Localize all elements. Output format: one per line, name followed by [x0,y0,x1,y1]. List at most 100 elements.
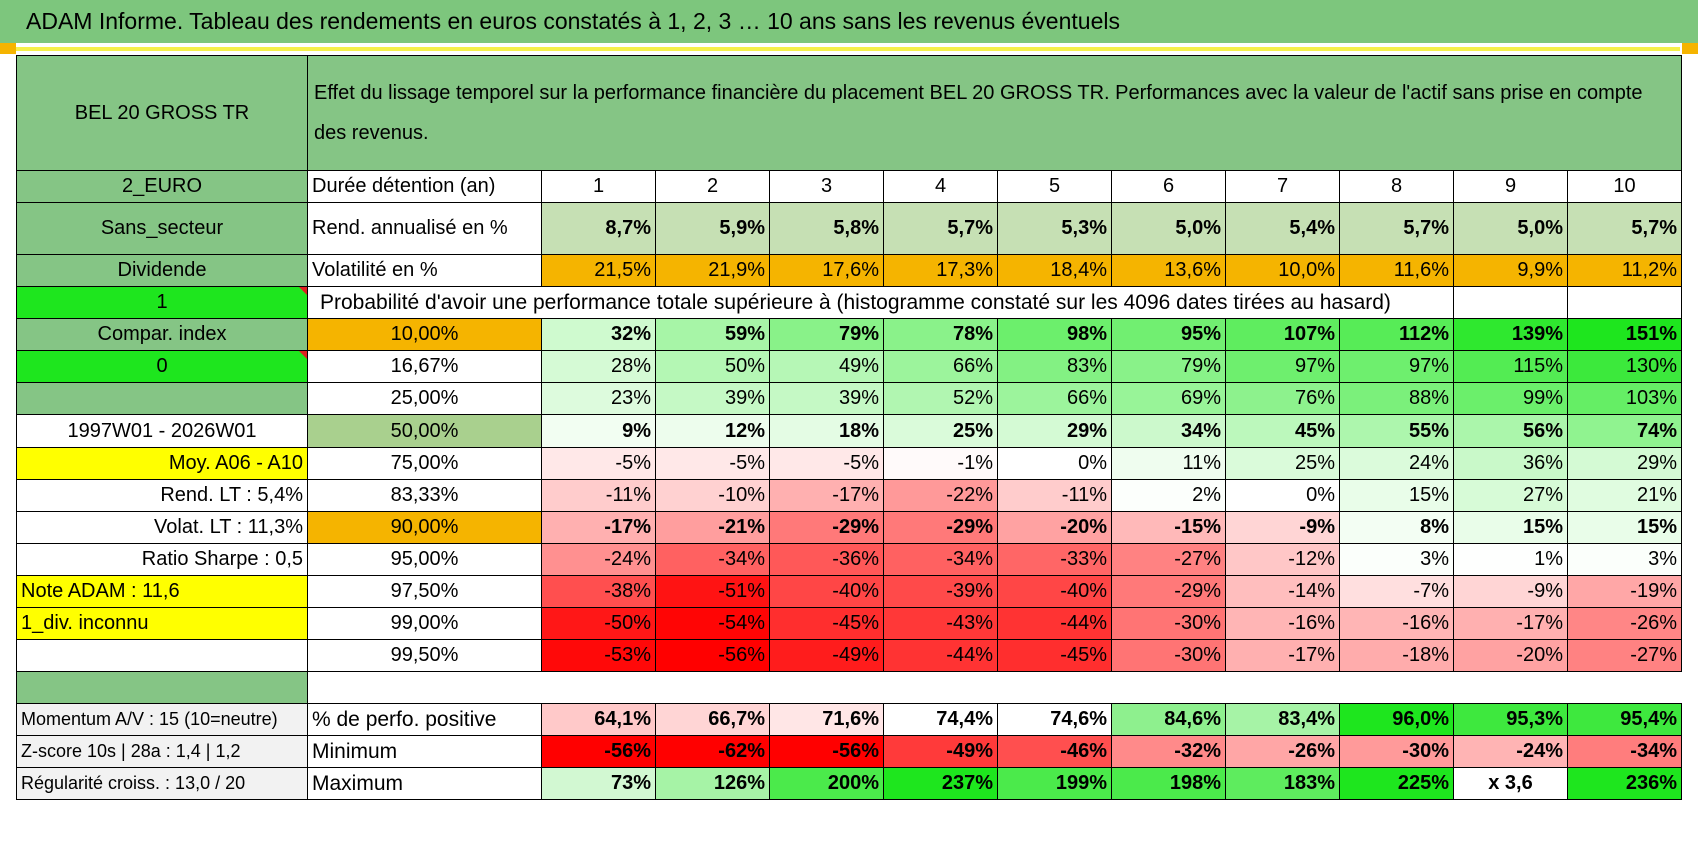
probability-cell: 29% [1567,447,1682,480]
vol-cell: 21,9% [655,254,770,287]
vol-cell: 17,3% [883,254,998,287]
rend-cell: 5,0% [1453,202,1568,255]
probability-cell: -1% [883,447,998,480]
moy-label: Moy. A06 - A10 [16,447,308,480]
stat-side-label: Régularité croiss. : 13,0 / 20 [16,767,308,800]
probability-cell: -17% [769,479,884,512]
rend-label: Rend. annualisé en % [307,202,542,255]
probability-cell: 69% [1111,382,1226,415]
rend-cell: 5,3% [997,202,1112,255]
stat-cell: 74,6% [997,703,1112,736]
threshold-cell: 97,50% [307,575,542,608]
stat-cell: -56% [541,735,656,768]
probability-cell: -5% [769,447,884,480]
probability-cell: -40% [769,575,884,608]
probability-cell: 36% [1453,447,1568,480]
stat-cell: -24% [1453,735,1568,768]
rend-cell: 5,7% [883,202,998,255]
probability-cell: 103% [1567,382,1682,415]
report-banner: ADAM Informe. Tableau des rendements en … [0,0,1698,43]
probability-cell: 79% [1111,350,1226,383]
threshold-cell: 10,00% [307,318,542,351]
probability-cell: -29% [769,511,884,544]
probability-cell: 23% [541,382,656,415]
year-header: 4 [883,170,998,203]
probability-cell: 0% [997,447,1112,480]
probability-cell: 52% [883,382,998,415]
probability-cell: 18% [769,414,884,448]
stat-cell: -62% [655,735,770,768]
stat-cell: 83,4% [1225,703,1340,736]
probability-cell: -27% [1567,639,1682,672]
rend-lt-label: Rend. LT : 5,4% [16,479,308,512]
vol-cell: 13,6% [1111,254,1226,287]
vol-cell: 11,2% [1567,254,1682,287]
probability-cell: 66% [883,350,998,383]
probability-cell: 29% [997,414,1112,448]
probability-cell: -21% [655,511,770,544]
stat-cell: 74,4% [883,703,998,736]
year-header: 9 [1453,170,1568,203]
probability-cell: 25% [883,414,998,448]
probability-cell: 15% [1453,511,1568,544]
probability-cell: -9% [1453,575,1568,608]
probability-cell: -45% [997,639,1112,672]
threshold-cell: 50,00% [307,414,542,448]
duration-label: Durée détention (an) [307,170,542,203]
threshold-cell: 75,00% [307,447,542,480]
probability-cell: 39% [769,382,884,415]
probability-cell: 151% [1567,318,1682,351]
probability-cell: -22% [883,479,998,512]
probability-cell: 79% [769,318,884,351]
sharpe-label: Ratio Sharpe : 0,5 [16,543,308,576]
probability-cell: 1% [1453,543,1568,576]
probability-cell: 55% [1339,414,1454,448]
banner-title: ADAM Informe. Tableau des rendements en … [26,8,1120,34]
empty-cell [1453,286,1568,319]
rend-cell: 5,9% [655,202,770,255]
probability-cell: -36% [769,543,884,576]
probability-cell: -12% [1225,543,1340,576]
probability-cell: -40% [997,575,1112,608]
stat-cell: 225% [1339,767,1454,800]
probability-cell: 34% [1111,414,1226,448]
probability-cell: 12% [655,414,770,448]
probability-cell: -24% [541,543,656,576]
probability-cell: 50% [655,350,770,383]
probability-cell: -9% [1225,511,1340,544]
probability-cell: 95% [1111,318,1226,351]
yellow-divider [16,47,1680,51]
probability-cell: -16% [1339,607,1454,640]
note-adam-label: Note ADAM : 11,6 [16,575,308,608]
rend-cell: 5,7% [1567,202,1682,255]
stat-cell: 183% [1225,767,1340,800]
probability-cell: -43% [883,607,998,640]
year-header: 3 [769,170,884,203]
stat-label: % de perfo. positive [307,703,542,736]
compar-index-value: 0 [16,350,308,383]
threshold-cell: 25,00% [307,382,542,415]
stat-cell: 198% [1111,767,1226,800]
orange-marker-right [1682,43,1698,54]
probability-cell: -10% [655,479,770,512]
probability-cell: -29% [883,511,998,544]
probability-cell: 45% [1225,414,1340,448]
stat-cell: x 3,6 [1453,767,1568,800]
probability-cell: 97% [1339,350,1454,383]
empty-side-cell [16,382,308,415]
dividend-label: Dividende [16,254,308,287]
dividend-value: 1 [16,286,308,319]
probability-cell: 115% [1453,350,1568,383]
probability-cell: -34% [655,543,770,576]
rend-cell: 5,7% [1339,202,1454,255]
probability-cell: 2% [1111,479,1226,512]
probability-cell: 49% [769,350,884,383]
vol-cell: 18,4% [997,254,1112,287]
stat-cell: -26% [1225,735,1340,768]
stat-cell: 64,1% [541,703,656,736]
threshold-cell: 83,33% [307,479,542,512]
sector-label: Sans_secteur [16,202,308,255]
probability-cell: -39% [883,575,998,608]
stat-cell: -32% [1111,735,1226,768]
vol-cell: 21,5% [541,254,656,287]
